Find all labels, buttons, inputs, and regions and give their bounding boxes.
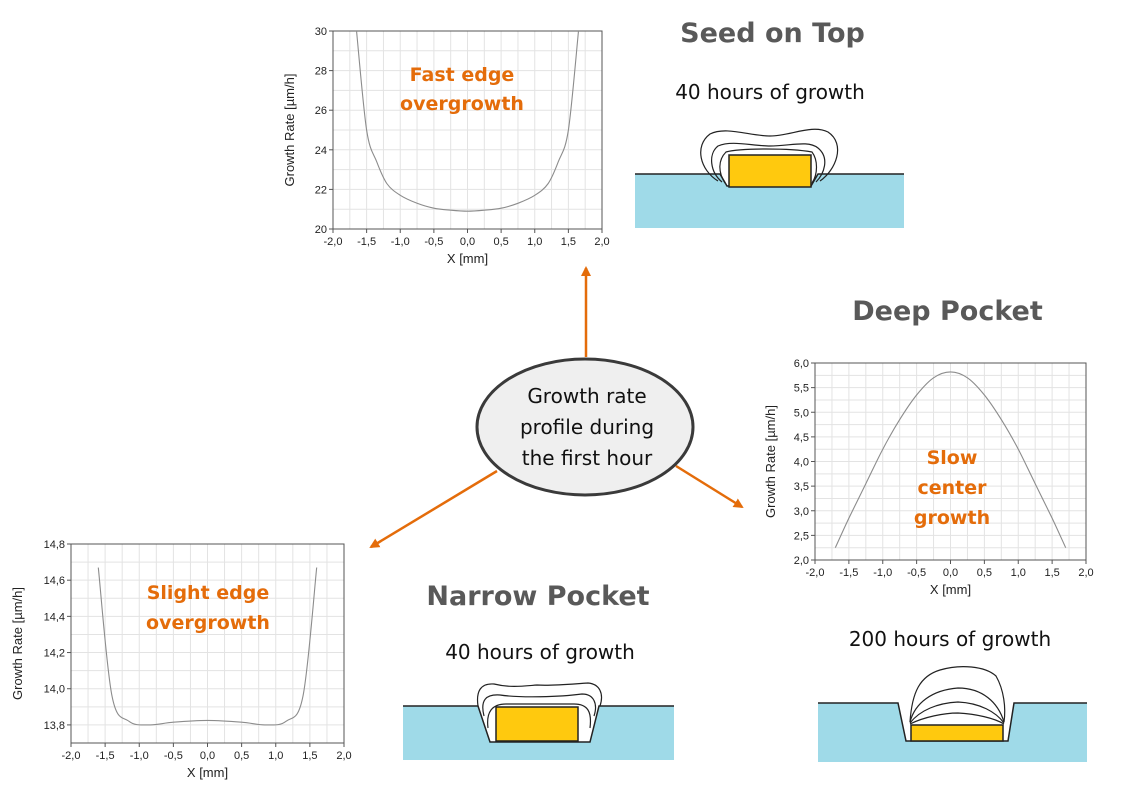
y-tick-label: 6,0 xyxy=(794,358,809,370)
y-tick-label: 22 xyxy=(315,184,327,196)
growth-rate-line xyxy=(834,371,1067,548)
growth-contour xyxy=(719,148,818,184)
x-tick-label: -0,5 xyxy=(907,567,926,579)
deep-pocket-cross-section xyxy=(818,666,1087,762)
x-axis-label: X [mm] xyxy=(447,251,488,266)
seed-on-top-cross-section xyxy=(635,128,904,228)
y-tick-label: 3,0 xyxy=(794,506,809,518)
center-text-line3: the first hour xyxy=(522,446,653,470)
deep-pocket-annotation-line3: growth xyxy=(914,507,990,529)
growth-contour xyxy=(487,703,592,729)
y-tick-label: 5,5 xyxy=(794,383,809,395)
growth-rate-line xyxy=(355,30,580,212)
x-tick-label: -0,5 xyxy=(164,750,183,762)
x-tick-label: 2,0 xyxy=(1078,567,1093,579)
x-tick-label: 1,5 xyxy=(561,236,576,248)
center-ellipse xyxy=(475,357,695,497)
seed-on-top-title: Seed on Top xyxy=(680,18,865,49)
x-tick-label: -2,0 xyxy=(62,750,81,762)
center-text-line2: profile during xyxy=(520,415,654,439)
x-tick-label: 0,0 xyxy=(943,567,958,579)
deep-pocket-caption: 200 hours of growth xyxy=(848,627,1052,651)
narrow-pocket-cross-section xyxy=(403,682,674,760)
arrow-to-narrow-pocket xyxy=(369,469,498,549)
y-tick-label: 13,8 xyxy=(44,720,65,732)
x-tick-label: -0,5 xyxy=(424,236,443,248)
x-tick-label: 1,5 xyxy=(302,750,317,762)
x-tick-label: -1,5 xyxy=(839,567,858,579)
y-tick-label: 4,5 xyxy=(794,432,809,444)
y-tick-label: 14,6 xyxy=(44,575,65,587)
x-axis-label: X [mm] xyxy=(187,765,228,780)
narrow-pocket-annotation-line2: overgrowth xyxy=(146,612,270,634)
y-axis-label: Growth Rate [µm/h] xyxy=(763,405,778,518)
chart-narrow-pocket: -2,0 -1,5 -1,0 -0,5 0,0 0,5 1,0 1,5 2,0 13,8 14,0 1… xyxy=(10,539,352,780)
y-tick-label: 2,0 xyxy=(794,555,809,567)
x-tick-label: 0,5 xyxy=(977,567,992,579)
x-tick-label: 1,0 xyxy=(1011,567,1026,579)
center-text-line1: Growth rate xyxy=(527,384,646,408)
y-tick-label: 30 xyxy=(315,26,327,38)
x-tick-label: -1,0 xyxy=(130,750,149,762)
x-axis-label: X [mm] xyxy=(930,582,971,597)
growth-contour xyxy=(700,128,839,182)
substrate xyxy=(818,703,1087,762)
chart-seed-on-top: -2,0 -1,5 -1,0 -0,5 0,0 0,5 1,0 1,5 2,0 20 22 24 26 2… xyxy=(282,26,610,266)
seed-crystal xyxy=(728,154,812,188)
x-tick-label: 0,0 xyxy=(460,236,475,248)
substrate xyxy=(635,174,904,228)
growth-contour xyxy=(711,142,826,183)
x-tick-label: 1,5 xyxy=(1044,567,1059,579)
y-tick-label: 28 xyxy=(315,66,327,78)
deep-pocket-title: Deep Pocket xyxy=(852,296,1043,327)
narrow-pocket-caption: 40 hours of growth xyxy=(445,640,635,664)
x-tick-label: 1,0 xyxy=(527,236,542,248)
growth-contour xyxy=(482,693,597,717)
y-tick-label: 14,0 xyxy=(44,684,65,696)
growth-contour xyxy=(909,687,1005,723)
chart-deep-pocket: -2,0 -1,5 -1,0 -0,5 0,0 0,5 1,0 1,5 2,0 2,0 2,5 3,0… xyxy=(763,358,1094,597)
seed-on-top-annotation-line1: Fast edge xyxy=(410,64,515,86)
x-tick-label: -1,5 xyxy=(357,236,376,248)
growth-rate-line xyxy=(97,567,318,726)
seed-on-top-caption: 40 hours of growth xyxy=(675,80,865,104)
substrate xyxy=(403,706,674,760)
y-tick-label: 5,0 xyxy=(794,407,809,419)
y-tick-label: 14,2 xyxy=(44,648,65,660)
growth-contour xyxy=(909,701,1005,724)
x-tick-label: -2,0 xyxy=(324,236,343,248)
y-tick-label: 14,8 xyxy=(44,539,65,551)
seed-crystal xyxy=(495,706,579,742)
growth-contour xyxy=(909,666,1006,723)
deep-pocket-annotation-line1: Slow xyxy=(927,447,978,469)
deep-pocket-annotation-line2: center xyxy=(917,477,987,499)
y-tick-label: 26 xyxy=(315,105,327,117)
growth-contour xyxy=(476,682,603,707)
arrow-to-deep-pocket xyxy=(675,464,744,509)
y-axis-label: Growth Rate [µm/h] xyxy=(282,74,297,187)
y-tick-label: 14,4 xyxy=(44,611,65,623)
x-tick-label: -2,0 xyxy=(806,567,825,579)
y-tick-label: 3,5 xyxy=(794,481,809,493)
x-tick-label: -1,5 xyxy=(96,750,115,762)
x-tick-label: -1,0 xyxy=(391,236,410,248)
y-tick-label: 2,5 xyxy=(794,530,809,542)
y-tick-label: 20 xyxy=(315,224,327,236)
growth-contour xyxy=(909,712,1005,725)
y-tick-label: 4,0 xyxy=(794,457,809,469)
x-tick-label: 0,5 xyxy=(493,236,508,248)
seed-on-top-annotation-line2: overgrowth xyxy=(400,93,524,115)
x-tick-label: 1,0 xyxy=(268,750,283,762)
narrow-pocket-title: Narrow Pocket xyxy=(426,581,650,612)
narrow-pocket-annotation-line1: Slight edge xyxy=(147,582,270,604)
x-tick-label: 0,5 xyxy=(234,750,249,762)
y-tick-label: 24 xyxy=(315,145,327,157)
y-axis-label: Growth Rate [µm/h] xyxy=(10,587,25,700)
x-tick-label: 2,0 xyxy=(336,750,351,762)
x-tick-label: 0,0 xyxy=(200,750,215,762)
x-tick-label: 2,0 xyxy=(594,236,609,248)
seed-crystal xyxy=(910,724,1004,742)
x-tick-label: -1,0 xyxy=(873,567,892,579)
